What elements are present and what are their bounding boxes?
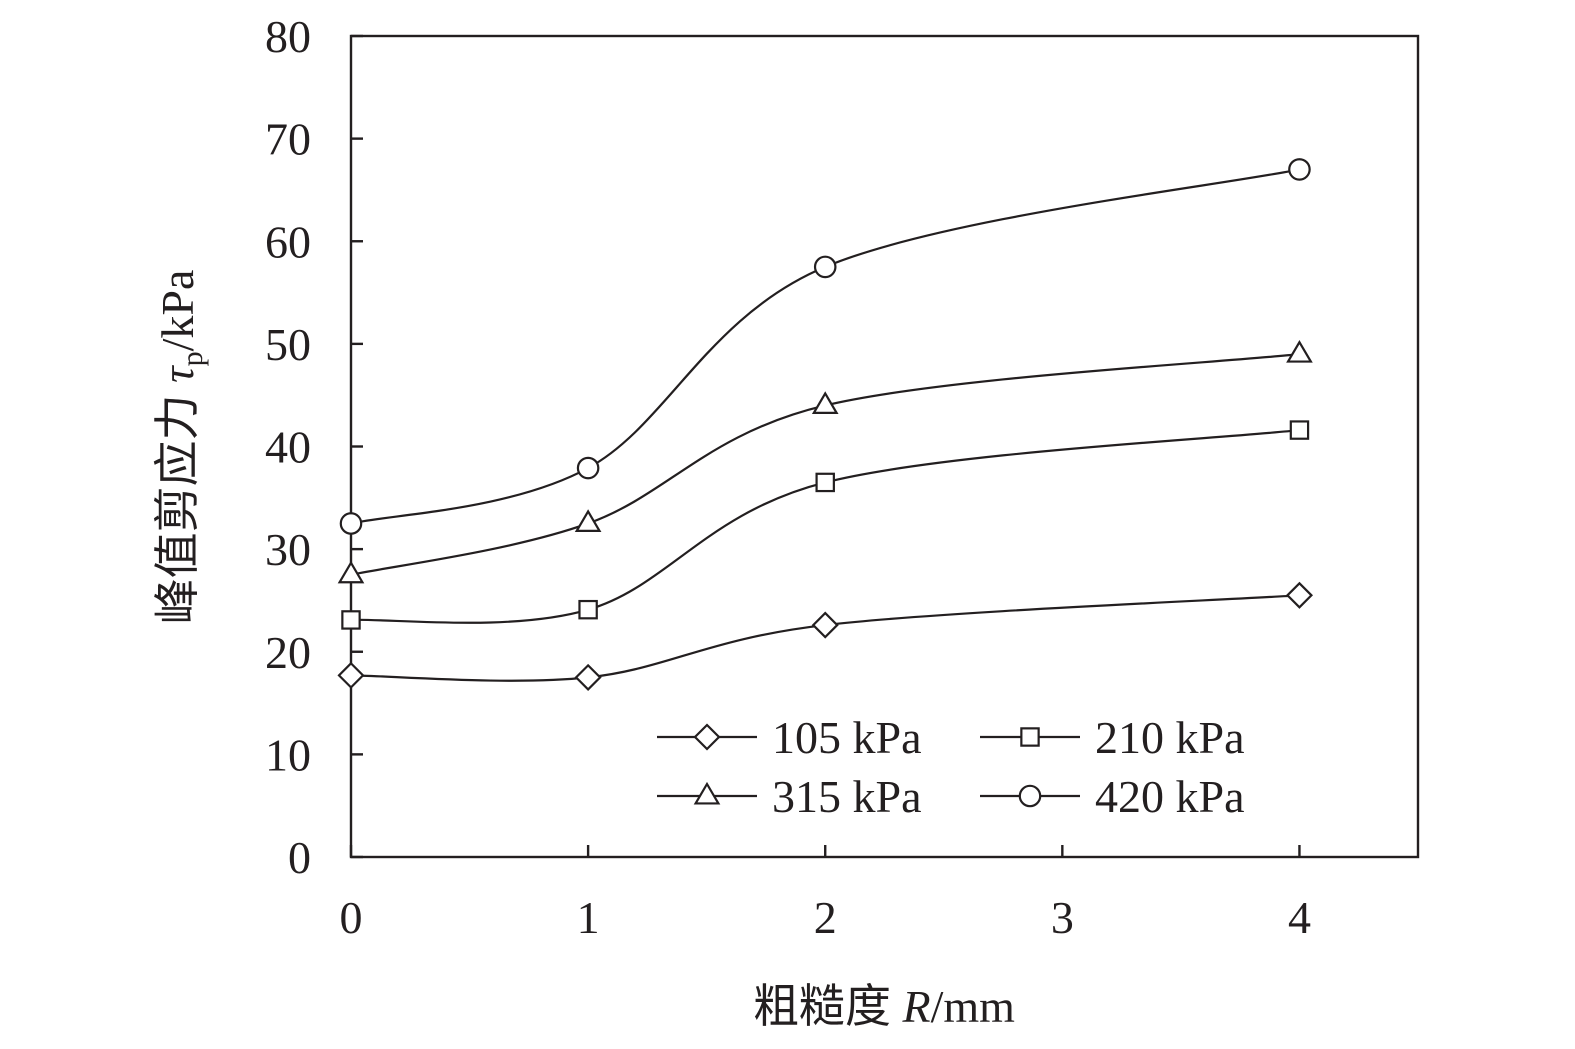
y-tick-label: 40 bbox=[265, 422, 311, 473]
x-tick-label: 3 bbox=[1051, 892, 1074, 943]
x-tick-label: 2 bbox=[814, 892, 837, 943]
series-210-kPa bbox=[341, 420, 1310, 630]
series-line bbox=[350, 428, 1300, 624]
legend-label: 315 kPa bbox=[772, 771, 922, 822]
x-axis: 0 1 2 3 4 bbox=[340, 845, 1311, 943]
series-line bbox=[350, 594, 1300, 682]
x-tick-label: 4 bbox=[1288, 892, 1311, 943]
series-105-kPa bbox=[337, 581, 1314, 691]
y-tick-label: 50 bbox=[265, 319, 311, 370]
legend-item: 420 kPa bbox=[980, 771, 1245, 822]
diamond-marker bbox=[337, 661, 365, 689]
triangle-marker bbox=[693, 781, 721, 805]
legend-item: 105 kPa bbox=[657, 712, 922, 763]
circle-marker bbox=[339, 512, 363, 535]
triangle-marker bbox=[811, 391, 839, 414]
legend: 105 kPa 210 kPa 315 kPa 420 kPa bbox=[657, 712, 1245, 822]
square-marker bbox=[1020, 727, 1040, 747]
series-420-kPa bbox=[339, 158, 1311, 535]
x-axis-title: 粗糙度 R/mm bbox=[753, 981, 1015, 1032]
diamond-marker bbox=[574, 663, 602, 691]
y-tick-label: 0 bbox=[288, 832, 311, 883]
series-line bbox=[350, 353, 1300, 576]
square-marker bbox=[578, 599, 598, 620]
triangle-marker bbox=[337, 560, 365, 584]
legend-label: 105 kPa bbox=[772, 712, 922, 763]
triangle-marker bbox=[574, 509, 602, 533]
y-tick-label: 60 bbox=[265, 216, 311, 267]
x-tick-label: 1 bbox=[577, 892, 600, 943]
triangle-marker bbox=[1286, 339, 1313, 363]
series-layer bbox=[337, 158, 1314, 691]
y-tick-label: 70 bbox=[265, 114, 311, 165]
square-marker bbox=[341, 610, 361, 630]
square-marker bbox=[1289, 420, 1310, 440]
square-marker bbox=[815, 472, 835, 493]
diamond-marker bbox=[811, 611, 839, 639]
y-tick-label: 20 bbox=[265, 627, 311, 678]
x-tick-label: 0 bbox=[340, 892, 363, 943]
y-tick-label: 30 bbox=[265, 524, 311, 575]
y-tick-label: 80 bbox=[265, 11, 311, 62]
diamond-marker bbox=[1285, 581, 1314, 609]
circle-marker bbox=[576, 456, 600, 480]
y-axis: 0 10 20 30 40 50 60 70 80 bbox=[265, 11, 363, 883]
circle-marker bbox=[1018, 784, 1042, 808]
legend-label: 420 kPa bbox=[1095, 771, 1245, 822]
circle-marker bbox=[813, 255, 837, 279]
legend-item: 210 kPa bbox=[980, 712, 1245, 763]
y-axis-title: 峰值剪应力 τp/kPa bbox=[152, 270, 209, 625]
legend-item: 315 kPa bbox=[657, 771, 922, 822]
legend-label: 210 kPa bbox=[1095, 712, 1245, 763]
series-line bbox=[350, 168, 1300, 525]
series-315-kPa bbox=[337, 339, 1313, 584]
diamond-marker bbox=[693, 723, 721, 751]
y-tick-label: 10 bbox=[265, 729, 311, 780]
circle-marker bbox=[1288, 158, 1311, 181]
